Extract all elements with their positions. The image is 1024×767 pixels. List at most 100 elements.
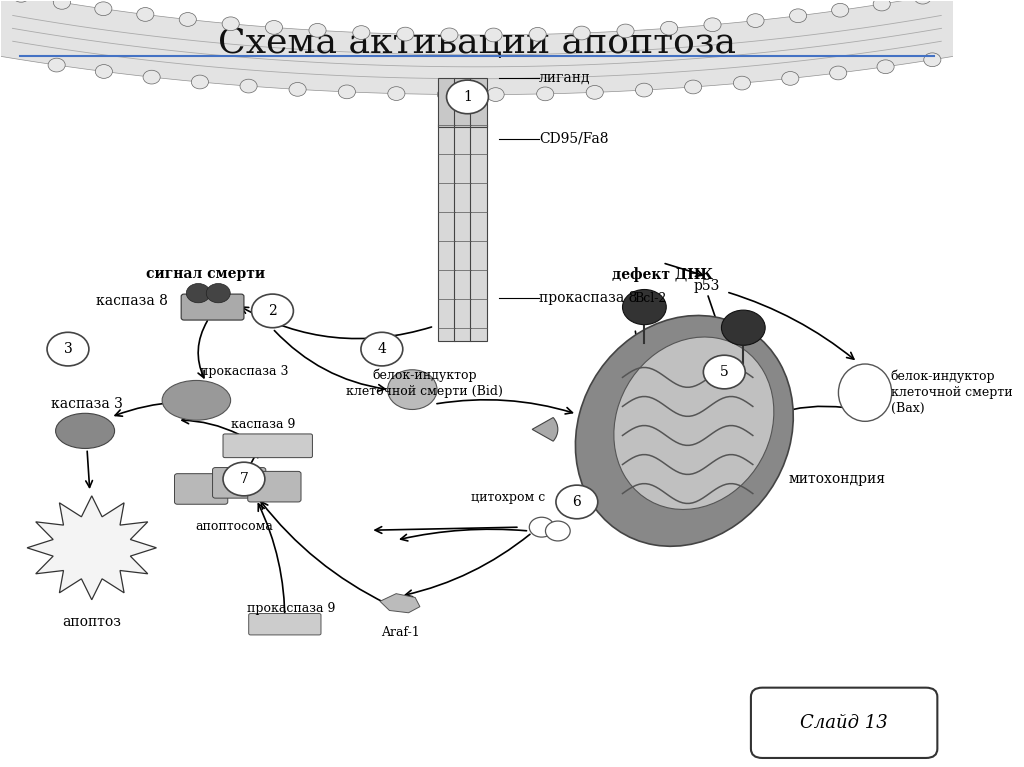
Text: 5: 5 [720,365,729,379]
Polygon shape [27,495,157,600]
Circle shape [446,80,488,114]
Circle shape [586,85,603,99]
Circle shape [222,17,240,31]
Text: 7: 7 [240,472,249,486]
Text: белок-индуктор
клеточной смерти
(Bax): белок-индуктор клеточной смерти (Bax) [891,370,1013,416]
Circle shape [616,24,634,38]
Circle shape [186,284,210,303]
Circle shape [191,75,209,89]
Circle shape [781,71,799,85]
Text: p53: p53 [694,278,720,293]
Text: прокаспаза 3: прокаспаза 3 [200,365,288,378]
Circle shape [722,310,765,345]
Text: 1: 1 [463,90,472,104]
Circle shape [487,87,504,101]
Circle shape [289,83,306,96]
FancyBboxPatch shape [470,77,487,127]
Circle shape [829,66,847,80]
Circle shape [790,9,807,23]
Polygon shape [0,0,1024,94]
Circle shape [733,76,751,90]
Circle shape [338,85,355,99]
Ellipse shape [575,315,794,546]
Circle shape [387,370,437,410]
FancyBboxPatch shape [249,614,321,635]
Text: 4: 4 [378,342,386,356]
Ellipse shape [55,413,115,449]
Text: прокаспаза 8: прокаспаза 8 [539,291,637,305]
Text: прокаспаза 9: прокаспаза 9 [248,602,336,615]
FancyBboxPatch shape [455,123,471,341]
Circle shape [206,284,230,303]
Text: 6: 6 [572,495,582,509]
FancyBboxPatch shape [213,468,266,498]
Ellipse shape [839,364,892,421]
Circle shape [240,79,257,93]
Circle shape [143,71,160,84]
Circle shape [48,58,66,72]
Text: лиганд: лиганд [539,71,591,85]
FancyBboxPatch shape [223,434,312,458]
Circle shape [485,28,502,42]
Circle shape [12,0,30,2]
Text: Araf-1: Araf-1 [382,626,420,639]
Circle shape [47,332,89,366]
Text: Bcl-2: Bcl-2 [634,291,667,304]
Text: митохондрия: митохондрия [788,472,886,486]
Circle shape [265,21,283,35]
Circle shape [623,289,667,324]
Circle shape [546,521,570,541]
Circle shape [537,87,554,100]
FancyBboxPatch shape [438,123,455,341]
Circle shape [873,0,890,11]
FancyBboxPatch shape [248,472,301,502]
Circle shape [685,80,701,94]
Circle shape [388,87,404,100]
FancyBboxPatch shape [181,294,244,320]
Ellipse shape [613,337,774,509]
Circle shape [556,486,598,518]
Text: Схема активации апоптоза: Схема активации апоптоза [218,26,736,60]
Circle shape [352,25,370,39]
Circle shape [831,3,849,17]
Text: Слайд 13: Слайд 13 [801,714,888,732]
Circle shape [703,18,721,31]
Circle shape [924,53,941,67]
Text: каспаза 8: каспаза 8 [96,294,168,308]
Circle shape [95,64,113,78]
FancyBboxPatch shape [438,77,455,127]
Circle shape [441,28,458,41]
Text: белок-индуктор
клеточной смерти (Bid): белок-индуктор клеточной смерти (Bid) [346,368,503,398]
Text: 2: 2 [268,304,276,318]
Text: дефект ДНК: дефект ДНК [612,267,713,281]
Circle shape [746,14,764,28]
Circle shape [877,60,894,74]
Circle shape [360,332,402,366]
FancyBboxPatch shape [470,123,487,341]
Ellipse shape [162,380,230,420]
Text: каспаза 9: каспаза 9 [230,417,295,430]
Text: сигнал смерти: сигнал смерти [146,267,265,281]
Text: апоптосома: апоптосома [196,519,273,532]
Circle shape [53,0,71,9]
Circle shape [573,26,590,40]
Circle shape [529,517,554,537]
Circle shape [223,463,265,495]
Text: 3: 3 [63,342,73,356]
Circle shape [309,24,326,38]
Circle shape [252,294,294,328]
Text: CD95/Fa8: CD95/Fa8 [539,132,608,146]
Wedge shape [532,417,558,441]
Text: цитохром с: цитохром с [471,491,546,504]
Circle shape [396,27,414,41]
FancyBboxPatch shape [751,688,937,758]
Circle shape [703,355,745,389]
Circle shape [529,28,546,41]
FancyBboxPatch shape [455,77,471,127]
Circle shape [95,2,112,15]
FancyBboxPatch shape [174,474,227,504]
Text: каспаза 3: каспаза 3 [51,397,123,411]
Circle shape [636,83,652,97]
Circle shape [914,0,931,4]
Circle shape [179,12,197,26]
